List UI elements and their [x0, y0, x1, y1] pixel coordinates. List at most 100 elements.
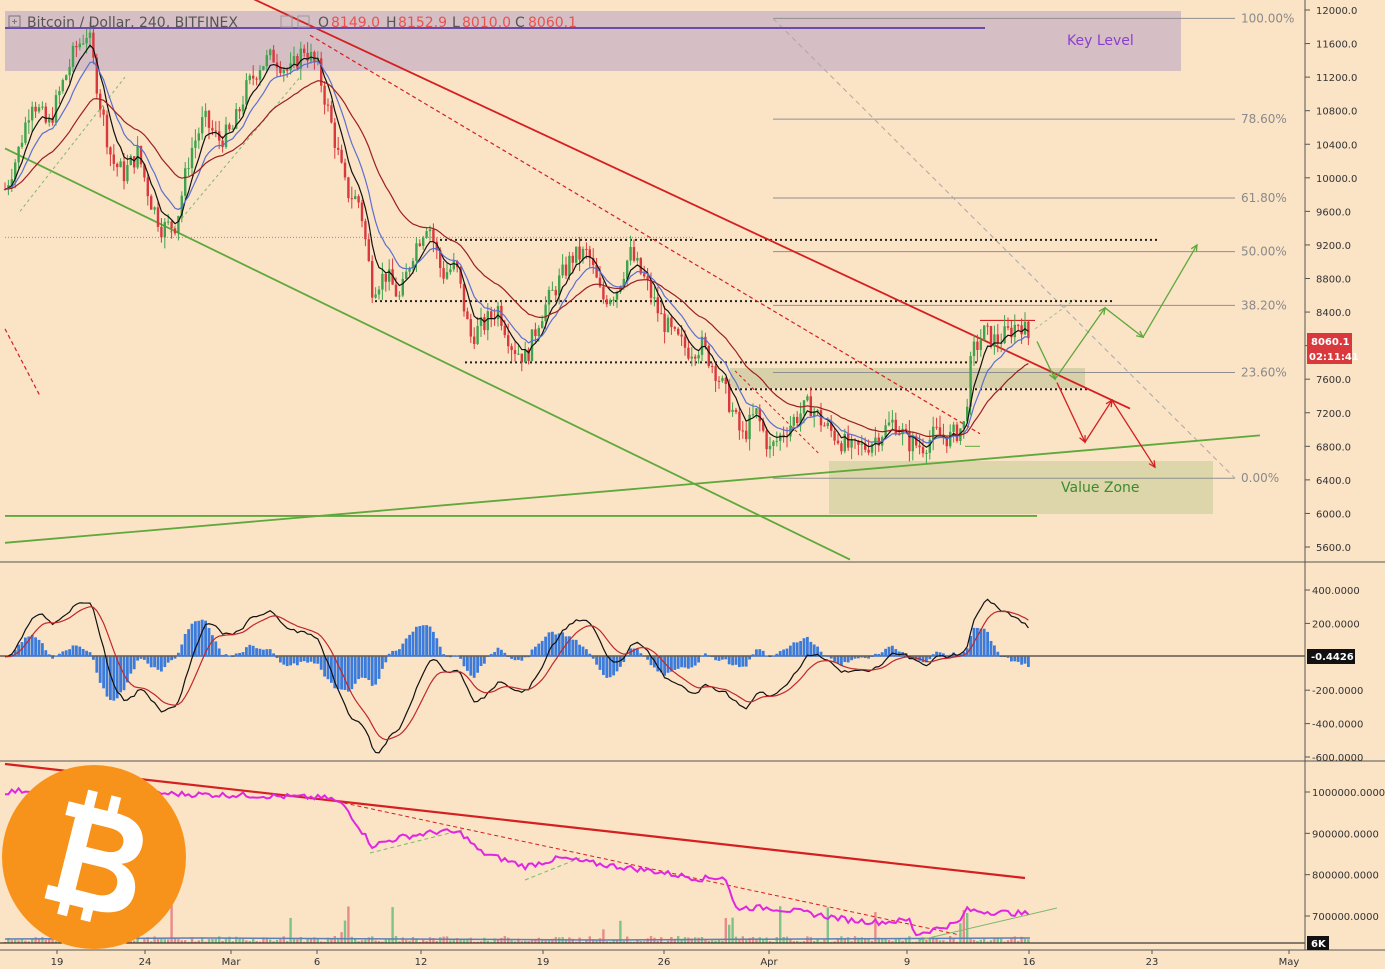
volume-bar [371, 936, 374, 943]
candle-body [993, 334, 996, 347]
macd-histogram-bar [415, 626, 418, 657]
eye-icon[interactable] [280, 15, 293, 28]
candle-body [972, 341, 976, 357]
candle-body [31, 106, 34, 121]
candle-body [524, 349, 527, 363]
candle-body [54, 95, 58, 123]
candle-body [415, 243, 418, 261]
time-tick-label: 19 [537, 957, 550, 968]
candle-body [755, 408, 758, 415]
candle-body [615, 291, 619, 300]
candle-body [551, 289, 554, 291]
candle-body [833, 430, 836, 441]
candle-body [146, 177, 149, 197]
candle-body [374, 294, 377, 298]
obv-tick-label: 900000.0000 [1312, 829, 1379, 840]
macd-histogram-bar [979, 628, 983, 657]
volume-bar [20, 939, 24, 943]
volume-bar [41, 937, 44, 943]
price-axis[interactable]: 12000.0 11600.0 11200.0 10800.0 10400.0 10000… [1304, 0, 1385, 950]
macd-histogram-bar [663, 656, 666, 676]
time-axis[interactable]: 19 24 Mar 6 12 19 26 Apr 9 16 23 May [0, 949, 1385, 968]
macd-histogram-bar [683, 656, 687, 668]
settings-icon[interactable] [297, 15, 310, 28]
volume-bar [306, 939, 309, 943]
macd-histogram-bar [71, 645, 75, 657]
fib-diagonal [772, 18, 1236, 479]
candle-body [177, 216, 180, 234]
macd-histogram-bar [795, 642, 799, 657]
volume-bar [170, 905, 173, 943]
volume-bar [388, 938, 391, 943]
volume-bar [564, 940, 568, 943]
macd-histogram-bar [935, 651, 938, 657]
candle-body [683, 336, 687, 348]
volume-bar [48, 939, 51, 943]
macd-histogram-bar [571, 639, 575, 657]
volume-bar [7, 938, 10, 943]
macd-histogram-bar [299, 656, 303, 662]
candle-body [945, 436, 948, 447]
open-label: O [318, 15, 329, 31]
macd-histogram-bar [993, 645, 996, 657]
close-label: C [515, 15, 525, 31]
candle-body [204, 110, 207, 118]
volume-bar [819, 941, 823, 943]
candle-body [629, 247, 632, 261]
volume-bar [996, 937, 999, 943]
candle-body [955, 424, 959, 441]
time-tick-label: 24 [139, 957, 152, 968]
price-tick-label: 10800.0 [1316, 107, 1357, 118]
volume-bar [187, 941, 190, 943]
macd-histogram-bar [588, 653, 592, 657]
volume-bar [456, 938, 459, 943]
candle-body [170, 221, 173, 229]
macd-histogram-bar [34, 637, 37, 657]
macd-histogram-bar [262, 649, 265, 657]
macd-histogram-bar [568, 636, 571, 657]
macd-histogram-bar [224, 654, 228, 657]
macd-histogram-bar [772, 655, 775, 657]
macd-histogram-bar [211, 635, 214, 657]
macd-tick-label: -200.0000 [1312, 686, 1363, 697]
macd-tick-label: 400.0000 [1312, 586, 1360, 597]
candle-body [425, 231, 428, 238]
volume-bar [972, 939, 976, 943]
candle-body [724, 377, 727, 384]
candle-body [507, 335, 510, 347]
volume-bar [826, 907, 829, 943]
macd-histogram-bar [27, 636, 31, 657]
price-pane[interactable]: 100.00% 78.60% 61.80% 50.00% 38.20% 23.60% 0.0… [3, 0, 1295, 561]
candle-body [422, 237, 425, 246]
time-tick-label: 23 [1146, 957, 1159, 968]
candle-body [303, 48, 306, 53]
candle-body [1003, 326, 1006, 344]
obv-pane[interactable] [0, 762, 1305, 944]
macd-histogram-bar [670, 656, 673, 672]
candle-body [921, 447, 925, 454]
fib-label: 61.80% [1241, 191, 1287, 205]
candle-body [71, 45, 75, 67]
candle-body [758, 408, 761, 422]
macd-histogram-bar [1006, 656, 1010, 658]
collapse-icon[interactable] [8, 15, 21, 28]
candle-body [775, 440, 778, 442]
candle-body [14, 162, 17, 180]
trendline [4, 147, 851, 561]
macd-axis-ticks: 400.0000 200.0000 -200.0000 -400.0000 -600.0… [1305, 586, 1363, 764]
macd-histogram-bar [166, 656, 170, 663]
macd-histogram-bar [143, 656, 146, 660]
trendline [734, 370, 821, 456]
macd-histogram-bar [880, 652, 884, 657]
macd-histogram-bar [44, 650, 48, 657]
volume-bar [258, 941, 262, 943]
volume-bar [813, 941, 816, 943]
candle-body [901, 428, 904, 435]
macd-pane[interactable] [0, 598, 1305, 754]
macd-histogram-bar [727, 656, 731, 665]
arrow-head [1136, 330, 1145, 339]
macd-histogram-bar [268, 649, 272, 657]
macd-histogram-bar [367, 656, 371, 681]
volume-bar [751, 937, 755, 943]
